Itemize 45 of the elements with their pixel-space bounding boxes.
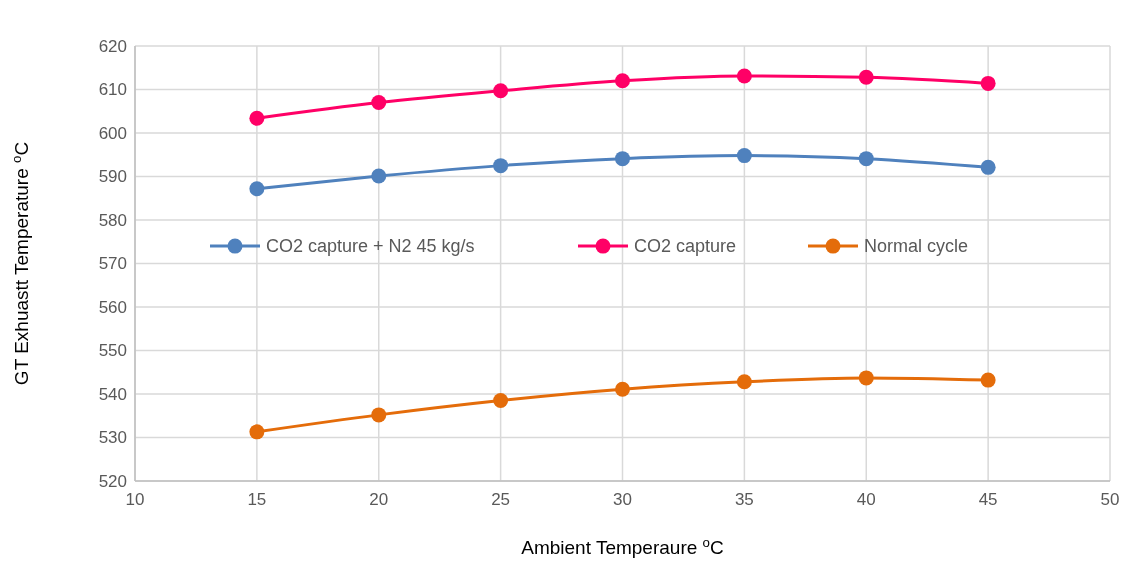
point <box>493 158 509 174</box>
y-tick-label: 560 <box>98 297 127 317</box>
legend-label: CO2 capture + N2 45 kg/s <box>266 236 475 257</box>
point <box>736 148 752 164</box>
y-tick-label: 520 <box>98 471 127 491</box>
x-tick-label: 50 <box>1100 490 1120 509</box>
point <box>615 151 630 167</box>
point <box>980 75 996 91</box>
point <box>493 393 509 409</box>
y-tick-label: 620 <box>98 36 127 56</box>
legend-label: CO2 capture <box>634 236 737 257</box>
y-tick-label: 530 <box>98 428 127 448</box>
y-tick-label: 580 <box>98 210 127 230</box>
x-tick-label: 30 <box>613 490 632 509</box>
x-axis-title: Ambient Temperaure $^{o}$C <box>521 534 724 558</box>
legend-label: Normal cycle <box>864 236 969 257</box>
y-tick-label: 540 <box>98 384 127 404</box>
point <box>736 68 752 84</box>
point <box>493 83 509 99</box>
x-tick-label: 10 <box>125 490 145 509</box>
point <box>371 168 387 184</box>
point <box>858 370 874 386</box>
point <box>249 424 265 440</box>
point <box>980 372 996 388</box>
y-tick-label: 590 <box>98 167 127 187</box>
point <box>736 374 752 390</box>
x-tick-label: 40 <box>856 490 876 509</box>
y-tick-label: 570 <box>98 254 127 274</box>
point <box>858 151 874 167</box>
y-tick-label: 550 <box>98 341 127 361</box>
point <box>371 407 387 423</box>
y-tick-label: 600 <box>98 123 127 143</box>
y-tick-label: 610 <box>98 80 127 100</box>
point <box>858 69 874 85</box>
point <box>980 159 996 175</box>
point <box>249 110 265 126</box>
x-tick-label: 45 <box>978 490 998 509</box>
point <box>249 181 265 197</box>
x-tick-label: 25 <box>491 490 511 509</box>
x-tick-label: 35 <box>734 490 754 509</box>
x-tick-label: 15 <box>247 490 267 509</box>
point <box>371 95 387 111</box>
point <box>615 381 630 397</box>
x-tick-label: 20 <box>369 490 389 509</box>
point <box>615 73 630 89</box>
